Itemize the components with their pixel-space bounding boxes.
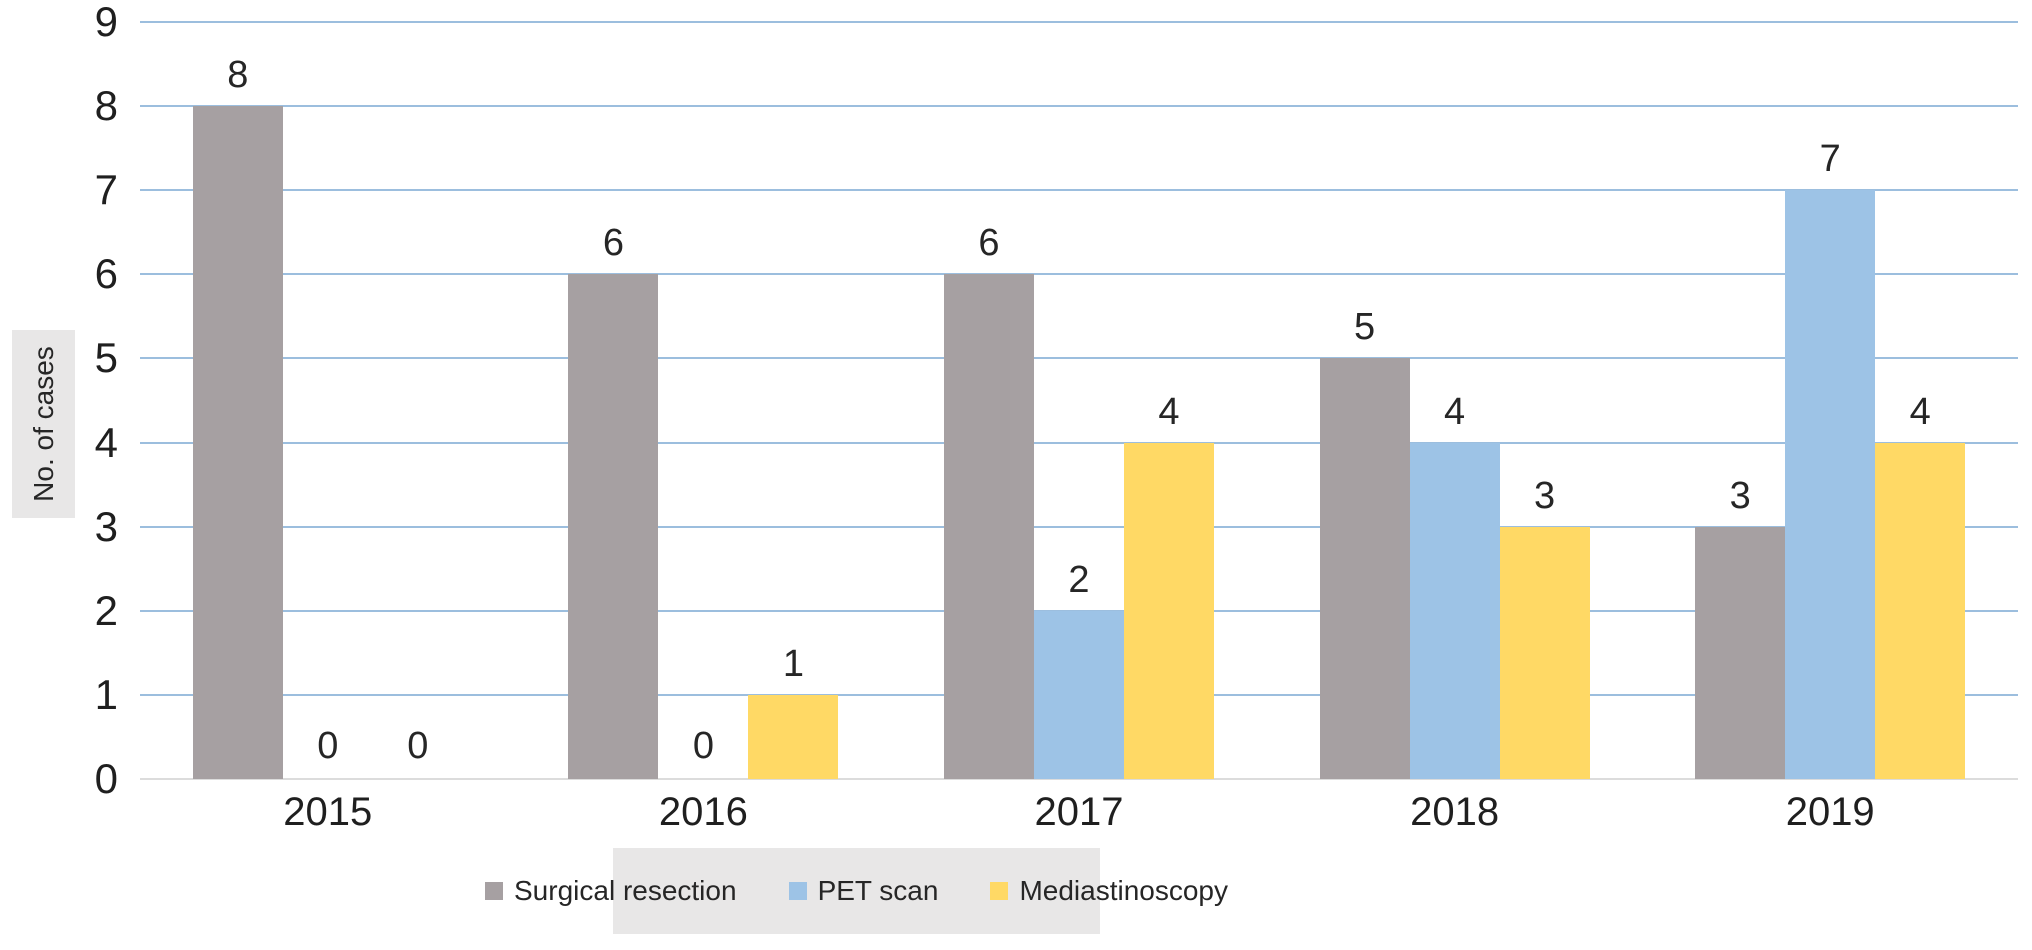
legend-label: Surgical resection — [514, 875, 737, 906]
legend-label: Mediastinoscopy — [1019, 875, 1228, 906]
y-axis-tick-label: 9 — [94, 0, 118, 45]
gridline — [140, 525, 2018, 528]
x-axis-baseline — [140, 778, 2018, 780]
y-axis-tick-label: 6 — [94, 250, 118, 298]
y-axis-tick-label: 1 — [94, 670, 118, 718]
data-label-pet-scan: 4 — [1444, 390, 1466, 433]
y-axis-tick-label: 2 — [94, 586, 118, 634]
data-label-pet-scan: 0 — [317, 725, 339, 767]
legend-marker-mediastinoscopy — [990, 882, 1009, 900]
gridline — [140, 21, 2018, 23]
data-label-surgical-resection: 6 — [602, 222, 624, 265]
bar-pet-scan — [1785, 190, 1876, 779]
legend-marker-surgical-resection — [485, 882, 503, 900]
y-axis-tick-label: 0 — [94, 755, 118, 802]
data-label-mediastinoscopy: 4 — [1909, 390, 1931, 433]
data-label-mediastinoscopy: 0 — [407, 725, 429, 767]
y-axis-title-box: No. of cases — [12, 330, 75, 518]
y-axis-tick-label: 5 — [94, 334, 118, 382]
legend-marker-pet-scan — [788, 882, 807, 900]
bar-mediastinoscopy — [1499, 526, 1590, 779]
x-axis-tick-label: 2015 — [283, 790, 373, 834]
gridline — [140, 105, 2018, 108]
x-axis-tick-label: 2017 — [1034, 790, 1124, 834]
bar-surgical-resection — [568, 274, 659, 779]
data-label-pet-scan: 7 — [1819, 138, 1841, 181]
data-label-mediastinoscopy: 1 — [782, 642, 804, 685]
data-label-surgical-resection: 3 — [1729, 474, 1751, 517]
bar-mediastinoscopy — [748, 694, 839, 779]
data-label-mediastinoscopy: 4 — [1158, 390, 1180, 433]
y-axis-tick-label: 8 — [94, 82, 118, 130]
data-label-pet-scan: 0 — [692, 725, 714, 767]
legend-label: PET scan — [817, 875, 939, 906]
data-label-surgical-resection: 6 — [978, 222, 1000, 265]
legend: Surgical resection PET scan Mediastinoscop… — [485, 848, 1228, 934]
bar-pet-scan — [1409, 442, 1500, 779]
y-axis-tick-label: 7 — [94, 166, 118, 214]
data-label-mediastinoscopy: 3 — [1534, 474, 1556, 517]
x-axis-tick-label: 2016 — [658, 790, 748, 834]
data-label-surgical-resection: 8 — [227, 54, 249, 97]
x-axis-tick-label: 2018 — [1410, 790, 1500, 834]
gridline — [140, 357, 2018, 360]
gridline — [140, 189, 2018, 192]
data-label-surgical-resection: 5 — [1354, 306, 1376, 349]
x-axis-tick-label: 2019 — [1785, 790, 1875, 834]
bar-surgical-resection — [1319, 358, 1410, 779]
data-label-pet-scan: 2 — [1068, 558, 1090, 601]
bar-mediastinoscopy — [1124, 442, 1214, 779]
bar-surgical-resection — [192, 106, 283, 779]
plot-area: 8 0 0 6 0 1 6 2 4 5 4 3 3 7 4 — [140, 21, 2018, 780]
bar-surgical-resection — [944, 274, 1034, 779]
gridline — [140, 441, 2018, 444]
y-axis-tick-label: 4 — [94, 418, 118, 466]
gridline — [140, 273, 2018, 276]
legend-item-pet-scan: PET scan — [788, 875, 939, 906]
y-axis-tick-label: 3 — [94, 502, 118, 550]
legend-item-mediastinoscopy: Mediastinoscopy — [990, 877, 1228, 905]
bar-mediastinoscopy — [1875, 442, 1966, 779]
bar-pet-scan — [1034, 610, 1124, 779]
legend-item-surgical-resection: Surgical resection — [485, 877, 737, 905]
bar-surgical-resection — [1695, 526, 1786, 779]
